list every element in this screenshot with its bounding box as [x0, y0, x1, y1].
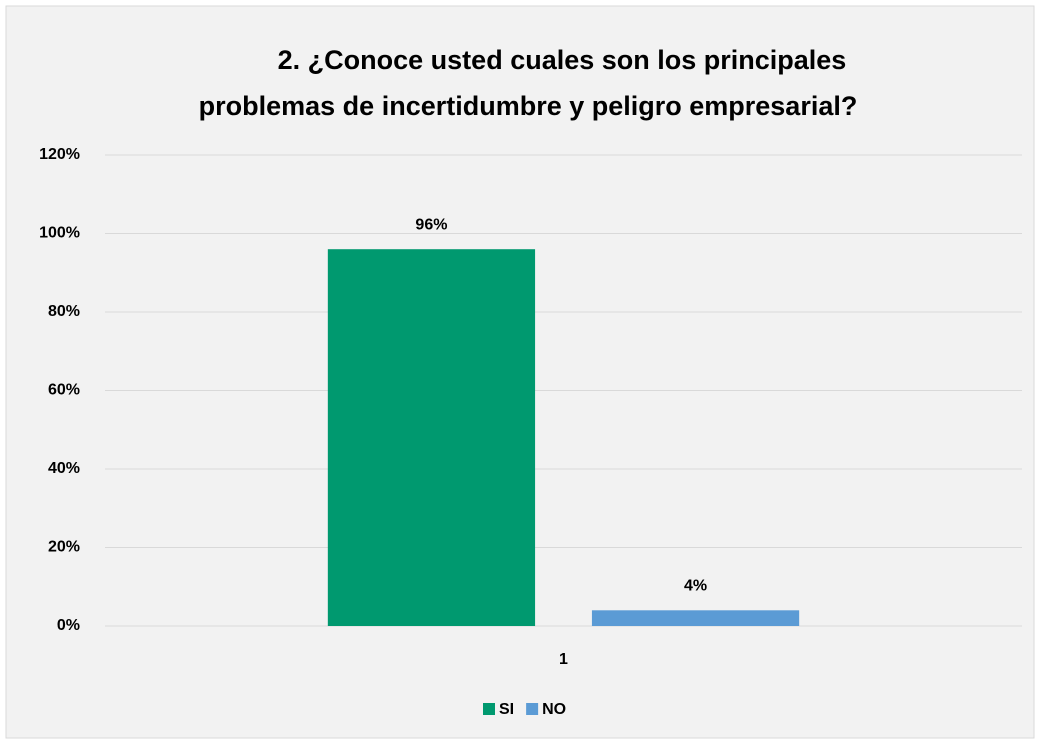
y-tick-label: 20%: [48, 539, 80, 556]
bar: [591, 610, 800, 626]
data-label: 96%: [415, 216, 447, 233]
x-tick-label: 1: [559, 651, 568, 668]
bar: [327, 249, 536, 626]
chart-title: problemas de incertidumbre y peligro emp…: [199, 91, 858, 121]
legend-swatch: [483, 703, 495, 715]
y-tick-label: 80%: [48, 303, 80, 320]
chart-title: 2. ¿Conoce usted cuales son los principa…: [278, 45, 847, 75]
legend-label: SI: [499, 701, 514, 718]
y-tick-label: 120%: [39, 146, 80, 163]
y-tick-label: 40%: [48, 460, 80, 477]
legend-swatch: [526, 703, 539, 715]
y-tick-label: 60%: [48, 382, 80, 399]
y-tick-label: 100%: [39, 225, 80, 242]
y-tick-label: 0%: [57, 617, 80, 634]
legend-label: NO: [542, 701, 566, 718]
data-label: 4%: [684, 578, 707, 595]
